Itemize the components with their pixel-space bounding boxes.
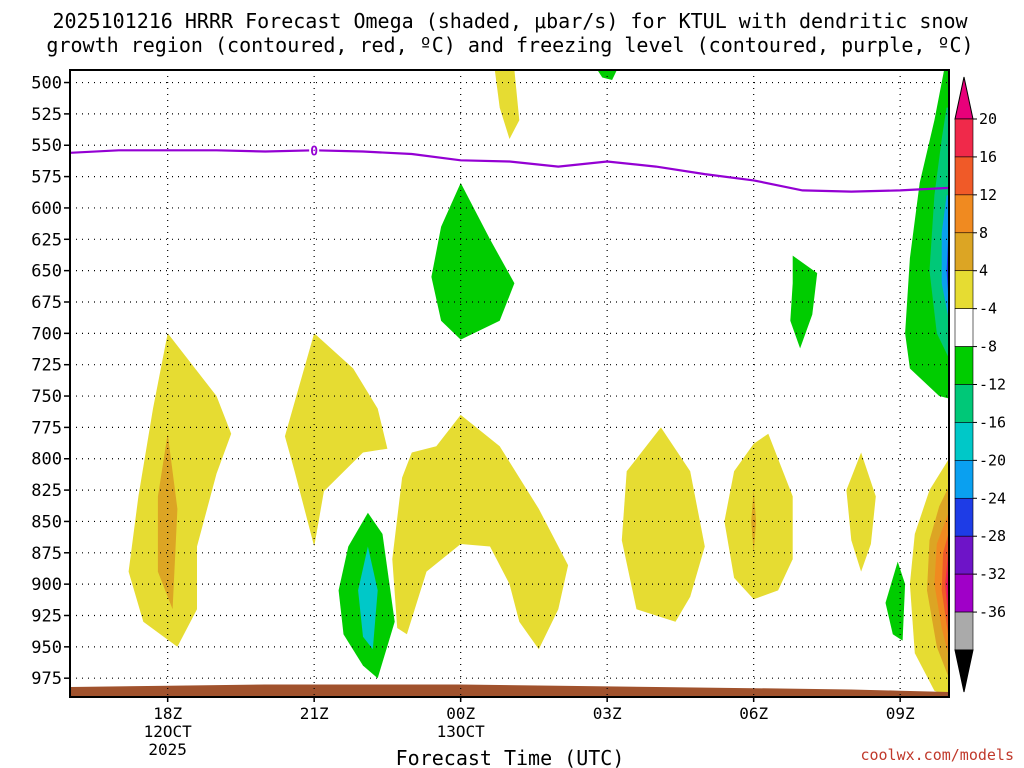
omega-region-yellow-00z-arch [392, 414, 569, 650]
y-tick-label-650: 650 [31, 262, 62, 282]
y-tick-label-525: 525 [31, 105, 62, 125]
colorbar-block-5 [954, 270, 974, 309]
y-tick-label-825: 825 [31, 481, 62, 501]
omega-region-blue-09z-wall [941, 195, 949, 321]
colorbar-tick-label-5: -4 [979, 300, 997, 318]
colorbar-block-4 [954, 232, 974, 272]
y-tick-label-750: 750 [31, 387, 62, 407]
plot-frame [69, 69, 950, 698]
omega-region-yellow-04z [621, 427, 705, 622]
omega-region-orange-18z [157, 433, 178, 610]
colorbar-tick-label-8: -16 [979, 413, 1006, 431]
x-tick-label-06Z: 06Z [739, 704, 768, 723]
colorbar-tick-label-1: 16 [979, 148, 997, 166]
colorbar-tick-label-13: -36 [979, 603, 1006, 621]
colorbar-tick-label-3: 8 [979, 224, 988, 242]
colorbar-top-arrow [954, 76, 974, 120]
colorbar-block-9 [954, 422, 974, 461]
omega-region-yellow-21z [284, 333, 388, 547]
terrain-ground [70, 684, 949, 697]
colorbar-block-12 [954, 535, 974, 575]
omega-region-green-07z [790, 255, 818, 349]
colorbar-block-2 [954, 156, 974, 196]
credit-text: coolwx.com/models [860, 746, 1014, 764]
omega-region-yellow-08z [846, 452, 876, 572]
colorbar-tick-label-10: -24 [979, 489, 1006, 507]
omega-shaded-regions [128, 70, 949, 697]
colorbar-tick-label-7: -12 [979, 376, 1006, 394]
omega-region-yellow-06z [724, 433, 793, 600]
y-tick-label-725: 725 [31, 356, 62, 376]
terrain-fill [70, 684, 949, 697]
colorbar-block-11 [954, 497, 974, 537]
freezing-level-label-bg [309, 142, 320, 159]
freezing-level-line [70, 149, 949, 193]
chart-title-line2: growth region (contoured, red, ºC) and f… [46, 33, 973, 57]
y-tick-label-900: 900 [31, 575, 62, 595]
omega-region-yellow-18z [128, 333, 232, 647]
colorbar-block-8 [954, 384, 974, 423]
colorbar-block-10 [954, 460, 974, 499]
x-tick-date-00Z: 13OCT [437, 722, 486, 741]
omega-region-green-03z-top [597, 70, 617, 80]
x-tick-label-18Z: 18Z [153, 704, 182, 723]
x-tick-year-18Z: 2025 [148, 740, 187, 759]
omega-region-green-08z-low [885, 561, 906, 641]
colorbar-block-1 [954, 118, 974, 158]
colorbar-tick-label-6: -8 [979, 338, 997, 356]
x-tick-label-09Z: 09Z [886, 704, 915, 723]
plot-area [70, 70, 949, 697]
y-tick-label-575: 575 [31, 168, 62, 188]
x-tick-label-21Z: 21Z [300, 704, 329, 723]
colorbar-block-13 [954, 573, 974, 613]
freezing-level-contour: 0 [70, 142, 949, 193]
y-tick-label-500: 500 [31, 74, 62, 94]
y-tick-label-550: 550 [31, 136, 62, 156]
y-tick-label-975: 975 [31, 669, 62, 689]
colorbar-block-7 [954, 346, 974, 385]
omega-region-teal-09z-wall [929, 107, 949, 359]
y-tick-label-950: 950 [31, 638, 62, 658]
x-axis-label: Forecast Time (UTC) [396, 746, 625, 768]
y-tick-label-625: 625 [31, 230, 62, 250]
colorbar-bottom-arrow [954, 649, 974, 693]
omega-region-orange-06z [751, 490, 757, 553]
omega-region-green-0z [431, 182, 515, 340]
y-axis-ticks: 500 525 550 575 600 625 650 675 700 725 750 775 800 8… [31, 74, 70, 689]
colorbar-block-6 [954, 308, 974, 347]
y-tick-label-925: 925 [31, 606, 62, 626]
omega-region-yellow-00z-top [494, 70, 520, 139]
y-tick-label-775: 775 [31, 418, 62, 438]
chart-title-line1: 2025101216 HRRR Forecast Omega (shaded, … [52, 9, 968, 33]
colorbar-tick-label-2: 12 [979, 186, 997, 204]
y-tick-label-700: 700 [31, 324, 62, 344]
colorbar-block-14 [954, 611, 974, 651]
freezing-level-label: 0 [310, 144, 318, 159]
colorbar-block-3 [954, 194, 974, 234]
omega-region-teal-22z-low [358, 546, 378, 650]
y-tick-label-675: 675 [31, 293, 62, 313]
y-tick-label-875: 875 [31, 544, 62, 564]
colorbar-tick-label-9: -20 [979, 451, 1006, 469]
colorbar-tick-label-4: 4 [979, 262, 988, 280]
gridlines [70, 70, 949, 697]
colorbar-tick-label-12: -32 [979, 565, 1006, 583]
y-tick-label-600: 600 [31, 199, 62, 219]
colorbar-tick-label-11: -28 [979, 527, 1006, 545]
colorbar-tick-label-0: 20 [979, 110, 997, 128]
y-tick-label-850: 850 [31, 512, 62, 532]
y-tick-label-800: 800 [31, 450, 62, 470]
x-tick-label-00Z: 00Z [446, 704, 475, 723]
x-tick-label-03Z: 03Z [593, 704, 622, 723]
x-tick-date-18Z: 12OCT [144, 722, 193, 741]
colorbar: 20 16 12 8 4 -4 -8 -12 -16 -20 -24 -28 -32 -36 [954, 76, 1006, 693]
